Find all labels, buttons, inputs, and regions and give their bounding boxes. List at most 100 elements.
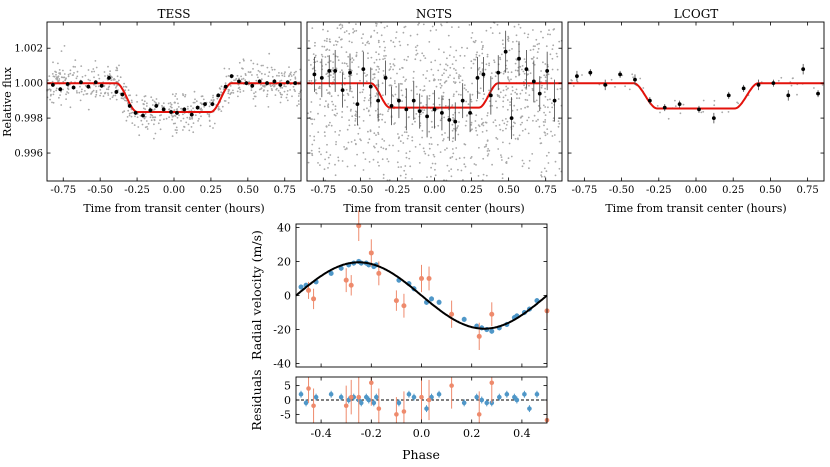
ngts-raw-point: [423, 89, 426, 91]
ngts-raw-point: [327, 55, 329, 58]
ngts-raw-point: [323, 131, 326, 134]
tess-raw-point: [93, 70, 96, 73]
ngts-raw-point: [483, 146, 486, 148]
ngts-raw-point: [333, 113, 336, 116]
ngts-raw-point: [389, 68, 391, 70]
tess-raw-point: [290, 71, 292, 74]
ngts-raw-point: [418, 162, 421, 164]
ngts-binned-point: [488, 93, 493, 98]
ngts-raw-point: [421, 109, 423, 111]
tess-raw-point: [286, 99, 289, 102]
ngts-raw-point: [535, 120, 538, 122]
tess-raw-point: [270, 85, 272, 88]
ngts-raw-point: [524, 128, 527, 131]
ngts-raw-point: [487, 153, 490, 155]
ngts-raw-point: [391, 94, 394, 96]
ngts-raw-point: [329, 121, 331, 124]
ngts-raw-point: [363, 72, 366, 74]
ngts-raw-point: [310, 80, 313, 82]
ngts-raw-point: [360, 139, 362, 142]
ngts-raw-point: [502, 96, 505, 99]
ngts-raw-point: [437, 124, 440, 127]
ngts-raw-point: [533, 63, 536, 66]
ngts-raw-point: [325, 40, 328, 42]
tess-raw-point: [243, 59, 245, 62]
ngts-raw-point: [414, 146, 417, 148]
tess-raw-point: [220, 110, 223, 112]
ngts-raw-point: [422, 147, 425, 150]
ngts-raw-point: [395, 85, 398, 88]
tess-binned-point: [229, 74, 234, 79]
ngts-raw-point: [469, 172, 472, 175]
lcogt-binned-point: [618, 72, 622, 77]
tess-raw-point: [203, 105, 206, 108]
ngts-raw-point: [509, 104, 511, 106]
tess-raw-point: [252, 98, 255, 100]
ngts-raw-point: [399, 140, 402, 143]
rv-orange-point: [401, 303, 407, 309]
tess-raw-point: [289, 79, 292, 81]
tess-binned-point: [203, 102, 207, 107]
ngts-raw-point: [482, 44, 484, 47]
tess-raw-point: [110, 91, 113, 94]
ngts-raw-point: [540, 171, 543, 174]
ngts-raw-point: [526, 119, 529, 122]
ngts-raw-point: [384, 57, 386, 60]
tess-raw-point: [242, 90, 245, 92]
ngts-raw-point: [339, 71, 342, 73]
tess-raw-point: [262, 64, 264, 67]
ngts-raw-point: [356, 153, 358, 156]
ngts-raw-point: [411, 136, 414, 139]
ngts-raw-point: [430, 120, 433, 123]
ngts-raw-point: [409, 34, 412, 37]
tess-raw-point: [279, 101, 282, 104]
ngts-raw-point: [328, 40, 331, 43]
tess-raw-point: [146, 128, 149, 130]
tess-raw-point: [124, 89, 127, 92]
tess-binned-point: [161, 107, 166, 112]
ngts-raw-point: [424, 57, 427, 59]
residuals-orange-point: [426, 397, 432, 403]
ngts-raw-point: [463, 84, 466, 86]
ngts-xtick-label: 0.00: [423, 185, 445, 196]
tess-raw-point: [217, 107, 220, 110]
ngts-raw-point: [380, 146, 383, 149]
lcogt-binned-point: [816, 91, 820, 96]
ngts-raw-point: [507, 157, 510, 160]
tess-raw-point: [48, 75, 51, 77]
ngts-raw-point: [445, 69, 448, 72]
tess-raw-point: [175, 126, 178, 129]
tess-raw-point: [298, 92, 300, 95]
ngts-raw-point: [402, 142, 405, 144]
ngts-raw-point: [540, 70, 542, 72]
ngts-raw-point: [526, 99, 529, 101]
lcogt-xtick-label: 0.75: [796, 185, 818, 196]
ngts-raw-point: [348, 119, 350, 121]
ngts-raw-point: [524, 86, 527, 89]
tess-raw-point: [162, 102, 165, 105]
ngts-raw-point: [542, 61, 544, 64]
ngts-raw-point: [498, 32, 501, 35]
ngts-raw-point: [307, 161, 310, 164]
tess-raw-point: [160, 114, 163, 116]
ngts-raw-point: [346, 65, 349, 67]
ngts-raw-point: [378, 164, 380, 167]
tess-raw-point: [230, 91, 233, 94]
tess-raw-point: [121, 111, 124, 114]
ngts-raw-point: [401, 100, 403, 103]
tess-ticks: -0.75 -0.50 -0.25 0.00 0.25 0.50 0.750.9960.99…: [14, 22, 301, 196]
ngts-raw-point: [430, 166, 432, 169]
tess-raw-point: [254, 91, 257, 93]
tess-raw-point: [130, 99, 133, 102]
ngts-raw-point: [506, 59, 508, 62]
tess-raw-point: [81, 88, 83, 91]
ngts-raw-point: [451, 104, 454, 106]
ngts-raw-point: [500, 156, 503, 159]
ngts-raw-point: [343, 31, 346, 34]
ngts-raw-point: [314, 69, 317, 72]
rv-orange-point: [419, 275, 424, 281]
residuals-orange-point: [356, 394, 362, 400]
ngts-raw-point: [506, 99, 509, 101]
ngts-raw-point: [519, 123, 522, 126]
